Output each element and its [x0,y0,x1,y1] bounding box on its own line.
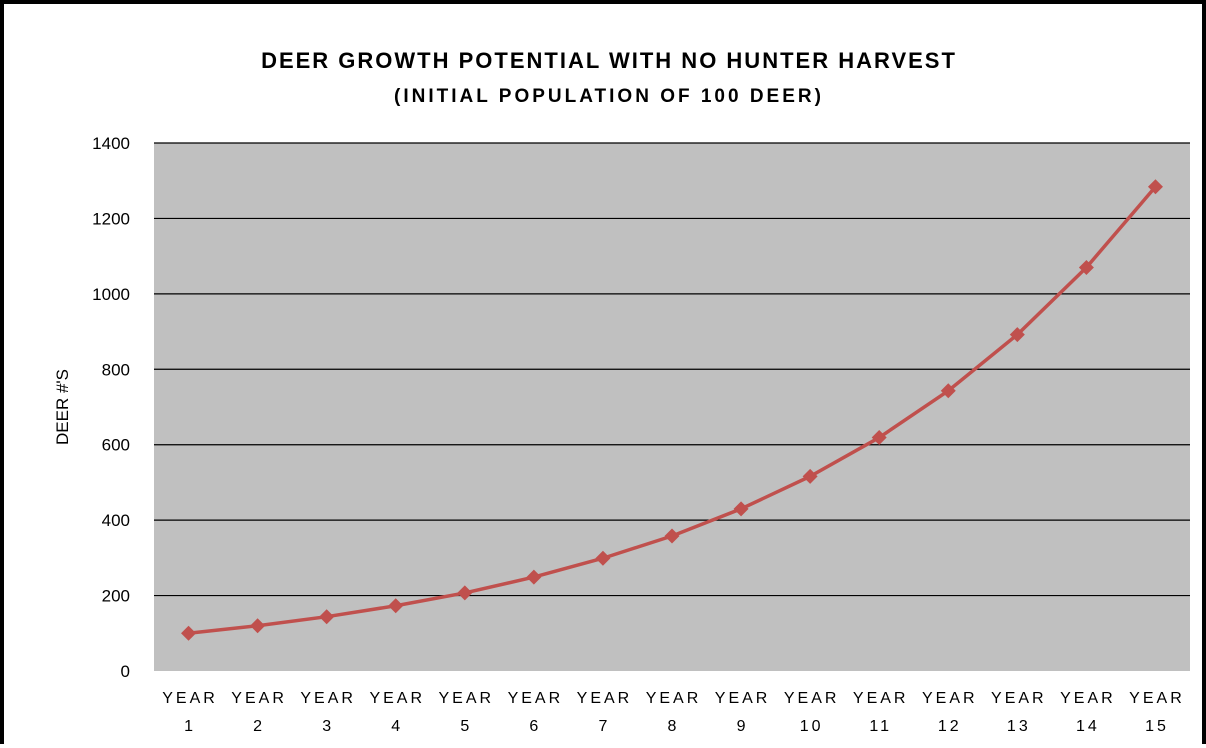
x-tick-label: 4 [391,718,403,735]
data-point-marker [250,618,266,634]
x-tick-label: 10 [800,718,824,735]
x-tick-label: 9 [737,718,749,735]
data-point-marker [1078,259,1094,275]
data-point-marker [733,501,749,517]
x-axis-ticks: YEAR 1 YEAR 2 YEAR 3 YEAR 4 YEAR 5 YEAR 6 YEAR 7 YEAR 8… [162,690,1185,735]
x-tick-label: YEAR [715,690,771,707]
x-tick-label: 12 [938,718,962,735]
y-axis-label: DEER #'S [53,369,72,445]
data-point-marker [802,468,818,484]
x-tick-label: YEAR [508,690,564,707]
data-point-marker [595,550,611,566]
y-tick-label: 0 [121,662,130,681]
x-tick-label: YEAR [991,690,1047,707]
line-chart: DEER GROWTH POTENTIAL WITH NO HUNTER HAR… [53,48,1190,735]
y-tick-label: 1200 [92,209,130,228]
data-point-marker [181,625,197,641]
data-point-marker [1147,179,1163,195]
x-tick-label: 3 [322,718,334,735]
x-tick-label: 8 [668,718,680,735]
chart-title: DEER GROWTH POTENTIAL WITH NO HUNTER HAR… [261,48,957,73]
x-tick-label: YEAR [1060,690,1116,707]
x-tick-label: YEAR [646,690,702,707]
chart-subtitle: (INITIAL POPULATION OF 100 DEER) [394,86,824,107]
x-tick-label: 2 [253,718,265,735]
y-tick-label: 600 [102,436,130,455]
y-tick-label: 400 [102,511,130,530]
x-tick-label: 1 [184,718,196,735]
x-tick-label: 11 [869,718,892,735]
x-tick-label: 15 [1145,718,1169,735]
x-tick-label: 13 [1007,718,1031,735]
data-point-marker [526,569,542,585]
x-tick-label: YEAR [784,690,840,707]
data-point-marker [664,528,680,544]
y-axis-ticks: 0 200 400 600 800 1000 1200 1400 [92,134,130,681]
x-tick-label: YEAR [922,690,978,707]
y-tick-label: 200 [102,587,130,606]
series-layer [181,179,1163,641]
x-tick-label: YEAR [300,690,356,707]
y-tick-label: 1400 [92,134,130,153]
x-tick-label: YEAR [439,690,495,707]
data-point-marker [457,585,473,601]
data-point-marker [319,609,335,625]
x-tick-label: YEAR [853,690,909,707]
x-tick-label: YEAR [1129,690,1185,707]
x-tick-label: 5 [460,718,472,735]
x-tick-label: 7 [598,718,610,735]
x-tick-label: 6 [529,718,541,735]
data-point-marker [388,598,404,614]
x-tick-label: 14 [1076,718,1100,735]
y-tick-label: 800 [102,360,130,379]
data-point-marker [1009,327,1025,343]
x-tick-label: YEAR [369,690,425,707]
y-tick-label: 1000 [92,285,130,304]
x-tick-label: YEAR [231,690,287,707]
data-point-marker [940,383,956,399]
gridlines [154,142,1190,597]
x-tick-label: YEAR [162,690,218,707]
x-tick-label: YEAR [577,690,633,707]
data-point-marker [871,430,887,446]
plot-area [154,143,1190,671]
